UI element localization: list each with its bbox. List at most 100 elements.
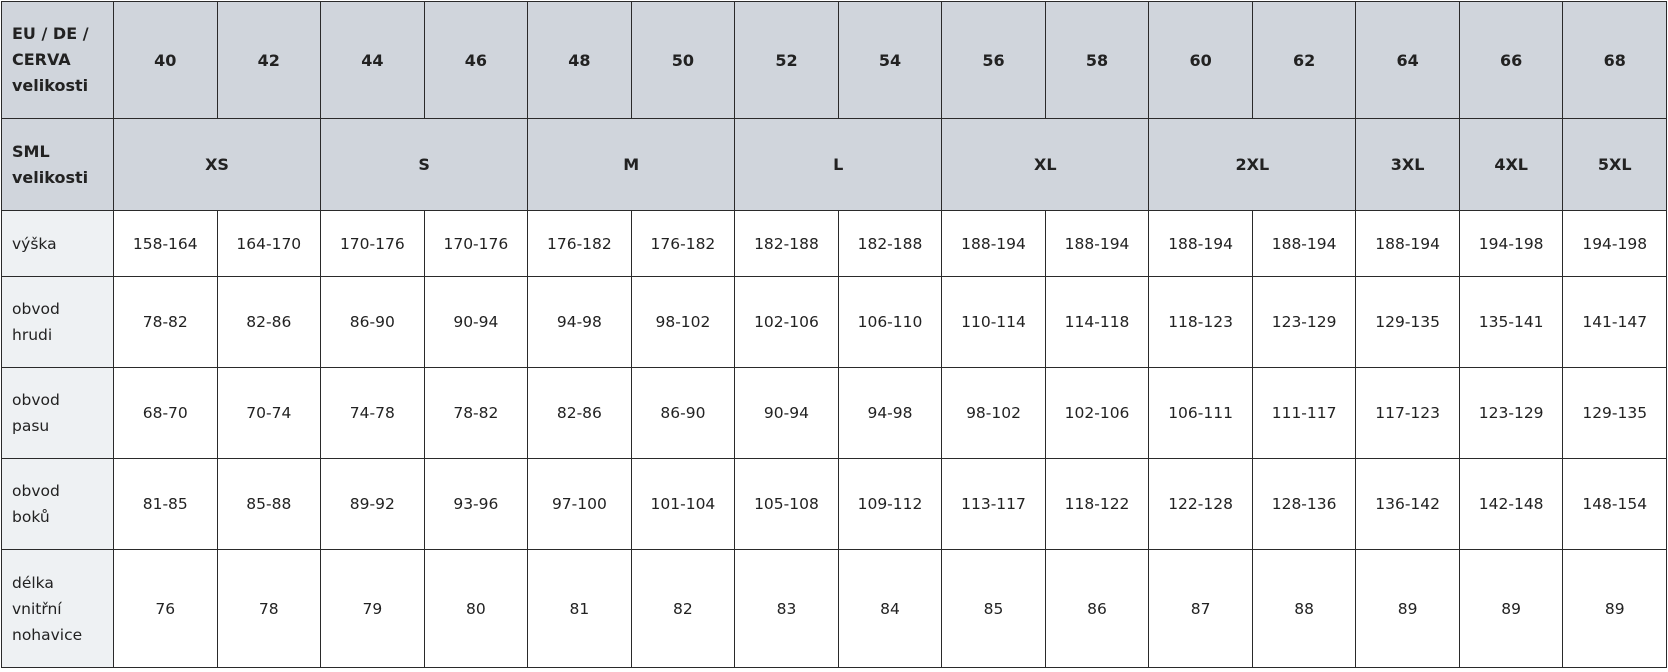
measurement-value: 89-92	[320, 458, 425, 550]
measurement-row: výška 158-164 164-170 170-176 170-176 176-182…	[1, 210, 1667, 277]
measurement-label: obvod boků	[1, 458, 114, 550]
measurement-value: 84	[837, 549, 943, 668]
sml-size-row: SML velikosti XS S M L XL 2XL 3XL 4XL 5XL	[1, 118, 1667, 211]
measurement-value: 188-194	[1148, 210, 1253, 277]
measurement-value: 122-128	[1148, 458, 1253, 550]
measurement-value: 86-90	[630, 367, 736, 459]
label-line: obvod	[12, 482, 60, 500]
measurement-value: 81	[527, 549, 632, 668]
measurement-value: 176-182	[527, 210, 632, 277]
measurement-value: 106-111	[1148, 367, 1253, 459]
measurement-value: 89	[1458, 549, 1564, 668]
eu-size-cell: 54	[837, 1, 943, 119]
label-line: obvod	[12, 300, 60, 318]
sml-size-cell: L	[734, 118, 943, 211]
eu-size-cell: 58	[1044, 1, 1150, 119]
measurement-value: 142-148	[1458, 458, 1564, 550]
measurement-value: 129-135	[1355, 276, 1460, 368]
eu-size-cell: 56	[941, 1, 1046, 119]
eu-size-cell: 68	[1562, 1, 1667, 119]
sml-size-cell: 5XL	[1562, 118, 1667, 211]
measurement-value: 118-123	[1148, 276, 1253, 368]
measurement-value: 170-176	[423, 210, 529, 277]
measurement-value: 194-198	[1562, 210, 1667, 277]
measurement-value: 101-104	[630, 458, 736, 550]
sml-size-cell: XS	[112, 118, 322, 211]
label-line: velikosti	[12, 76, 89, 95]
label-line: pasu	[12, 417, 50, 435]
measurement-value: 76	[113, 549, 218, 668]
sml-size-cell: 2XL	[1148, 118, 1357, 211]
label-line: velikosti	[12, 167, 89, 187]
measurement-value: 188-194	[1251, 210, 1357, 277]
measurement-value: 141-147	[1562, 276, 1667, 368]
sml-size-cell: XL	[941, 118, 1150, 211]
measurement-label: délka vnitřní nohavice	[1, 549, 114, 668]
measurement-value: 94-98	[837, 367, 943, 459]
eu-size-cell: 66	[1458, 1, 1564, 119]
measurement-value: 194-198	[1458, 210, 1564, 277]
measurement-value: 78-82	[113, 276, 218, 368]
measurement-value: 158-164	[113, 210, 218, 277]
measurement-value: 70-74	[216, 367, 322, 459]
eu-size-cell: 46	[423, 1, 529, 119]
label-line: délka	[12, 573, 54, 592]
sml-size-label: SML velikosti	[1, 118, 114, 211]
label-line: boků	[12, 508, 50, 526]
measurement-value: 128-136	[1251, 458, 1357, 550]
eu-size-cell: 60	[1148, 1, 1253, 119]
measurement-value: 123-129	[1251, 276, 1357, 368]
sml-size-cell: 4XL	[1458, 118, 1564, 211]
eu-size-label: EU / DE / CERVA velikosti	[1, 1, 114, 119]
measurement-value: 98-102	[630, 276, 736, 368]
measurement-value: 102-106	[1044, 367, 1150, 459]
measurement-value: 105-108	[734, 458, 839, 550]
measurement-value: 82-86	[527, 367, 632, 459]
measurement-value: 82-86	[216, 276, 322, 368]
eu-size-cell: 52	[734, 1, 839, 119]
label-line: EU / DE /	[12, 24, 89, 43]
measurement-value: 188-194	[1044, 210, 1150, 277]
measurement-value: 97-100	[527, 458, 632, 550]
measurement-value: 81-85	[113, 458, 218, 550]
measurement-value: 68-70	[113, 367, 218, 459]
measurement-value: 90-94	[734, 367, 839, 459]
measurement-value: 98-102	[941, 367, 1046, 459]
measurement-value: 86	[1044, 549, 1150, 668]
measurement-value: 93-96	[423, 458, 529, 550]
measurement-value: 118-122	[1044, 458, 1150, 550]
eu-size-row: EU / DE / CERVA velikosti 40 42 44 46 48 50 52…	[1, 1, 1667, 119]
measurement-value: 85	[941, 549, 1046, 668]
measurement-value: 170-176	[320, 210, 425, 277]
measurement-value: 182-188	[734, 210, 839, 277]
measurement-value: 74-78	[320, 367, 425, 459]
measurement-value: 135-141	[1458, 276, 1564, 368]
label-line: obvod	[12, 391, 60, 409]
label-line: nohavice	[12, 625, 83, 644]
eu-size-cell: 62	[1251, 1, 1357, 119]
measurement-value: 106-110	[837, 276, 943, 368]
measurement-row: délka vnitřní nohavice 76 78 79 80 81 82 83 84 85 86…	[1, 549, 1667, 668]
eu-size-cell: 64	[1355, 1, 1460, 119]
measurement-value: 86-90	[320, 276, 425, 368]
sml-size-cell: 3XL	[1355, 118, 1460, 211]
label-line: vnitřní	[12, 599, 62, 618]
measurement-label: výška	[1, 210, 114, 277]
measurement-value: 78-82	[423, 367, 529, 459]
measurement-value: 102-106	[734, 276, 839, 368]
measurement-value: 83	[734, 549, 839, 668]
measurement-value: 78	[216, 549, 322, 668]
measurement-value: 123-129	[1458, 367, 1564, 459]
measurement-value: 114-118	[1044, 276, 1150, 368]
measurement-value: 148-154	[1562, 458, 1667, 550]
measurement-value: 111-117	[1251, 367, 1357, 459]
eu-size-cell: 48	[527, 1, 632, 119]
label-line: hrudi	[12, 326, 53, 344]
eu-size-cell: 50	[630, 1, 736, 119]
measurement-value: 109-112	[837, 458, 943, 550]
label-line: SML	[12, 141, 50, 161]
measurement-value: 82	[630, 549, 736, 668]
eu-size-cell: 44	[320, 1, 425, 119]
measurement-value: 89	[1355, 549, 1460, 668]
